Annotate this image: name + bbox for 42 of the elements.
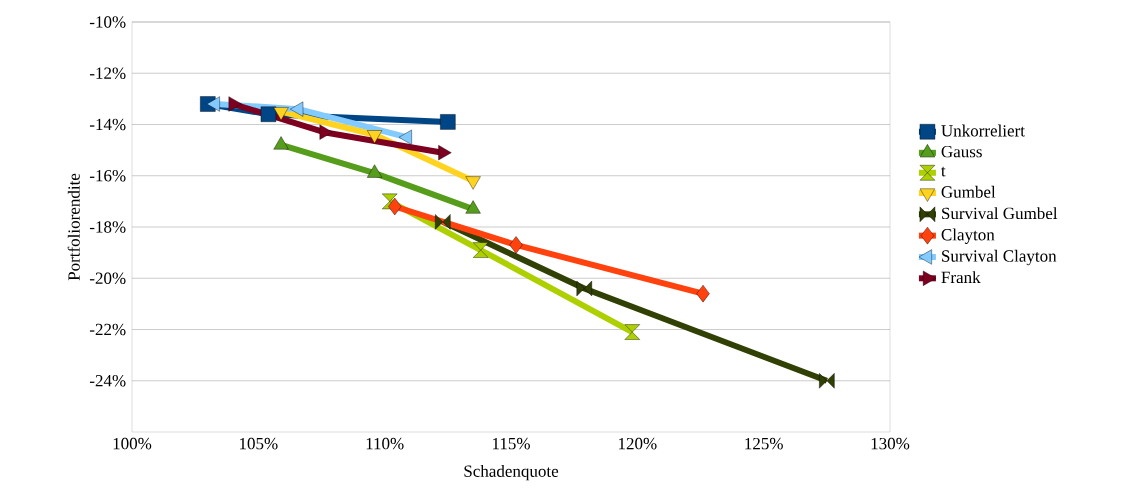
point	[382, 193, 398, 210]
x-tick-label: 125%	[745, 437, 783, 450]
point	[509, 236, 523, 254]
x-tick-label: 110%	[366, 437, 404, 450]
point	[440, 114, 456, 130]
point	[273, 136, 289, 150]
y-axis-title: Portfoliorendite	[67, 173, 80, 281]
legend-label: Survival Clayton	[942, 249, 1057, 266]
legend-label: Frank	[941, 271, 981, 284]
point	[819, 373, 835, 389]
y-tick-label: -12%	[89, 67, 126, 80]
x-tick-label: 105%	[240, 437, 278, 450]
point	[388, 197, 402, 216]
point	[465, 200, 481, 214]
y-tick-label: -22%	[89, 323, 126, 336]
x-axis-title: Schadenquote	[464, 464, 559, 481]
x-tick-label: 100%	[113, 437, 152, 450]
legend-label: Clayton	[941, 228, 995, 244]
y-tick-label: -24%	[89, 374, 126, 387]
point	[438, 145, 452, 161]
x-tick-label: 120%	[619, 437, 657, 450]
point	[576, 280, 592, 297]
point	[435, 214, 451, 230]
x-tick-label: 115%	[492, 437, 530, 450]
legend-label: Gauss	[941, 145, 982, 158]
y-tick-label: -18%	[89, 221, 126, 233]
y-tick-label: -10%	[89, 16, 126, 28]
y-tick-label: -14%	[89, 118, 126, 131]
point	[696, 284, 710, 303]
point	[319, 124, 333, 140]
point	[367, 164, 383, 178]
legend-label: Gumbel	[941, 185, 996, 198]
point	[624, 324, 640, 340]
y-tick-label: -20%	[89, 272, 126, 285]
legend-label: t	[941, 166, 946, 177]
y-tick-label: -16%	[89, 169, 126, 182]
point	[228, 96, 242, 112]
legend-label: Unkorreliert	[941, 124, 1025, 137]
point	[260, 106, 277, 122]
legend-label: Survival Gumbel	[942, 207, 1058, 220]
point	[472, 242, 489, 258]
x-tick-label: 130%	[871, 437, 910, 450]
